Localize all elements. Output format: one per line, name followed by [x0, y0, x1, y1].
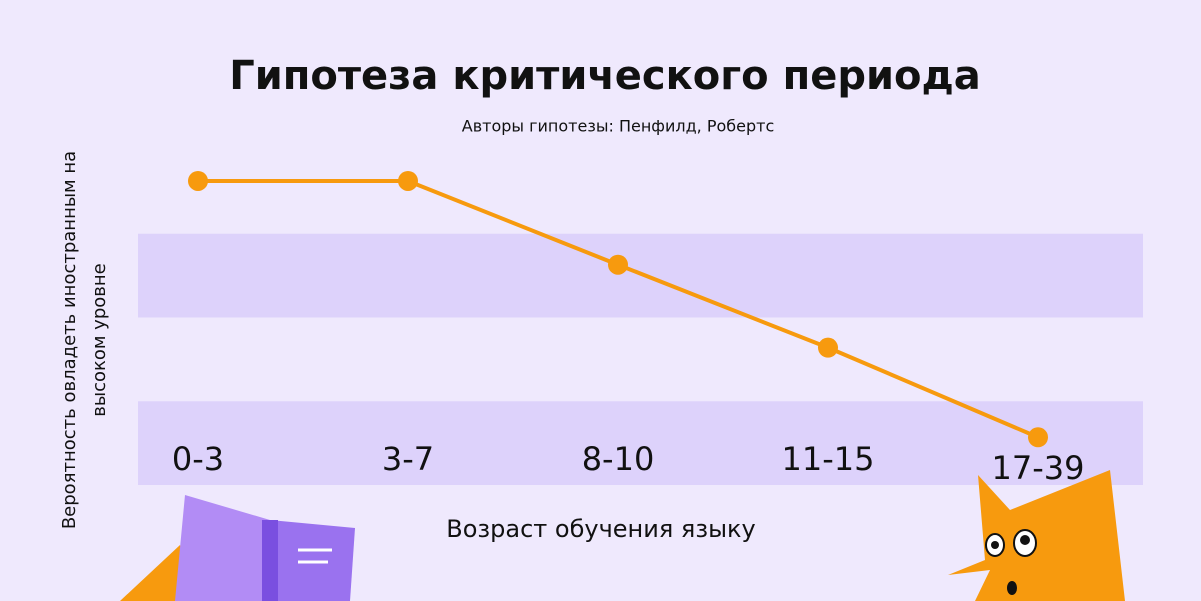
- point: [1028, 427, 1048, 448]
- chart-title: Гипотеза критического периода: [229, 53, 981, 99]
- y-axis-label: Вероятность овладеть иностранным на высо…: [59, 150, 110, 530]
- plot-band: [138, 401, 1143, 485]
- point: [608, 254, 628, 275]
- x-tick-label: 11-15: [782, 440, 875, 478]
- chart-subtitle: Авторы гипотезы: Пенфилд, Робертс: [462, 117, 775, 136]
- x-tick-label: 8-10: [582, 440, 655, 478]
- x-tick-label: 17-39: [992, 449, 1085, 487]
- point: [398, 170, 418, 191]
- point: [188, 170, 208, 191]
- point: [818, 337, 838, 358]
- fox-decoration: [948, 470, 1125, 601]
- x-tick-label: 3-7: [382, 440, 434, 478]
- y-axis-label-box: Вероятность овладеть иностранным на высо…: [59, 150, 110, 530]
- x-axis-label: Возраст обучения языку: [446, 515, 756, 543]
- x-tick-label: 0-3: [172, 440, 224, 478]
- book-decoration: [120, 495, 355, 601]
